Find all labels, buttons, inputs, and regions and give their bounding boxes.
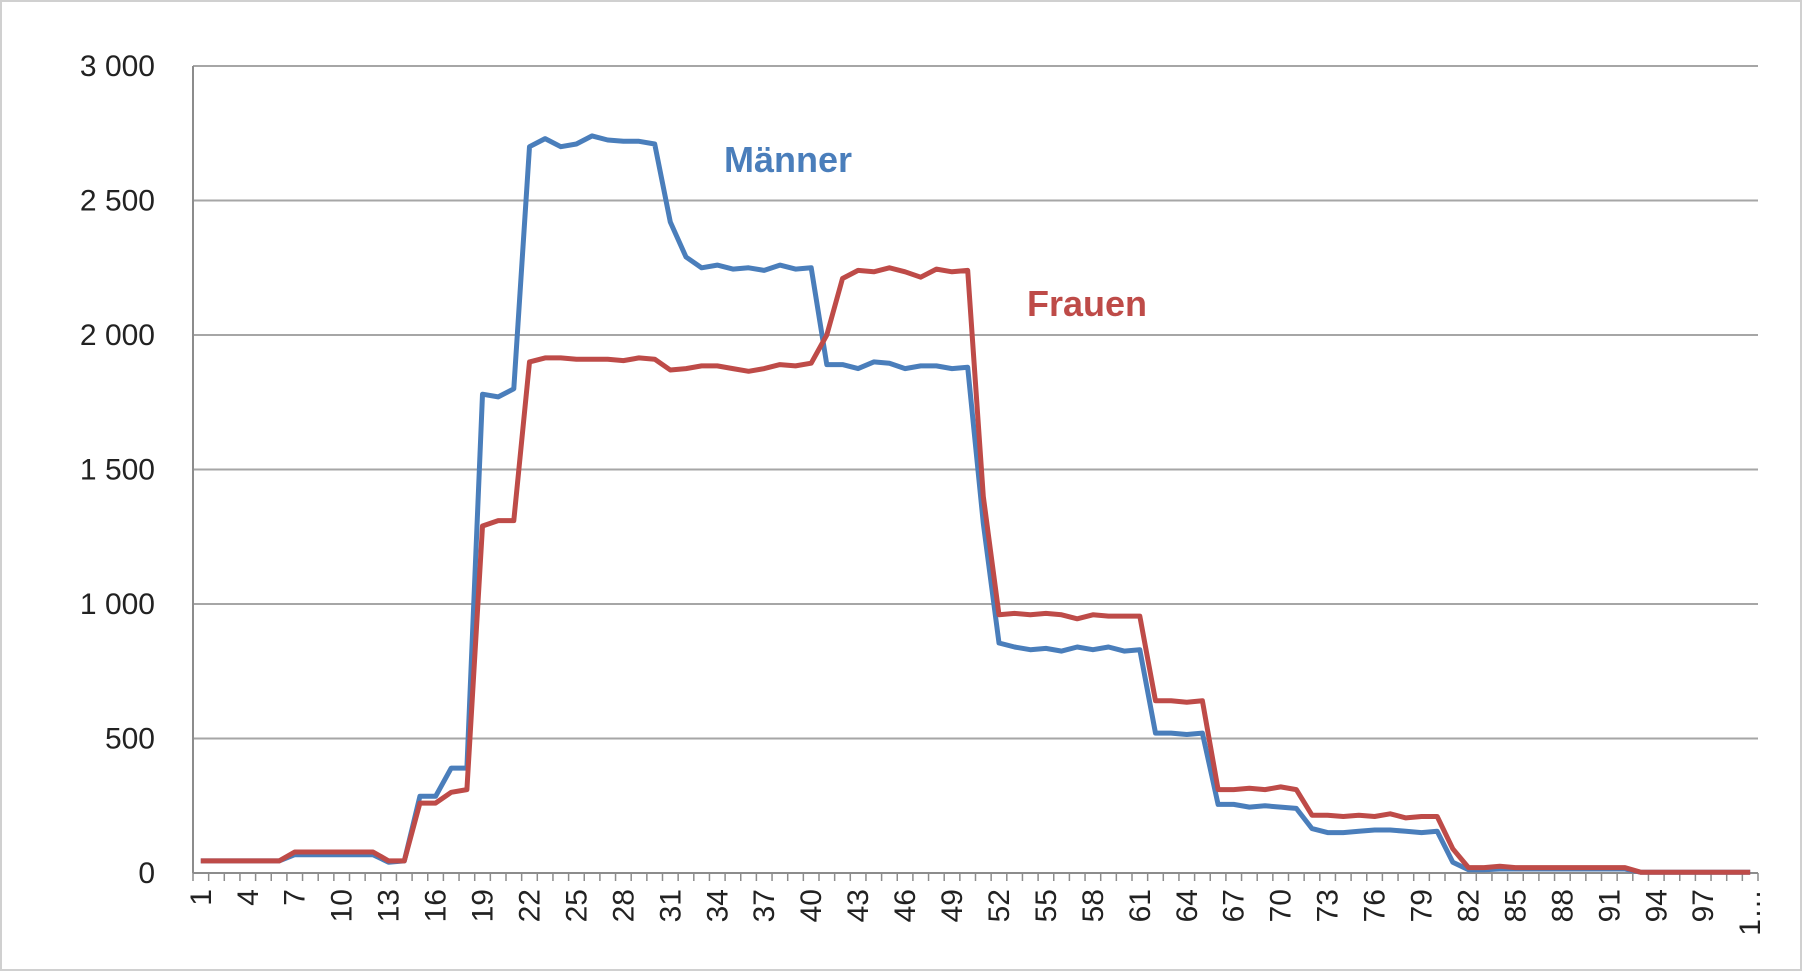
x-tick-label: 85 <box>1499 889 1532 922</box>
x-tick-label: 19 <box>467 889 500 922</box>
x-tick-label: 94 <box>1640 889 1673 922</box>
x-tick-label: 82 <box>1452 889 1485 922</box>
x-tick-label: 4 <box>232 889 265 906</box>
y-tick-label: 500 <box>105 723 155 756</box>
y-tick-label: 3 000 <box>80 50 155 83</box>
x-tick-label: 88 <box>1546 889 1579 922</box>
x-tick-label: 16 <box>420 889 453 922</box>
x-tick-label: 97 <box>1687 889 1720 922</box>
x-tick-label: 79 <box>1406 889 1439 922</box>
x-tick-label: 22 <box>513 889 546 922</box>
x-tick-label: 31 <box>654 889 687 922</box>
y-tick-label: 2 000 <box>80 319 155 352</box>
x-tick-label: 40 <box>795 889 828 922</box>
x-tick-label: 13 <box>373 889 406 922</box>
y-tick-label: 1 500 <box>80 454 155 487</box>
y-tick-label: 2 500 <box>80 185 155 218</box>
x-tick-label: 10 <box>326 889 359 922</box>
x-tick-label: 49 <box>936 889 969 922</box>
x-tick-label: 70 <box>1265 889 1298 922</box>
x-tick-label: 58 <box>1077 889 1110 922</box>
x-tick-label: 76 <box>1359 889 1392 922</box>
series-label: Frauen <box>1027 283 1147 324</box>
series-line <box>200 265 1751 875</box>
series-label: Männer <box>724 139 852 180</box>
x-tick-label: 46 <box>889 889 922 922</box>
y-tick-label: 0 <box>138 857 155 890</box>
x-tick-label: 67 <box>1218 889 1251 922</box>
x-tick-label: 34 <box>701 889 734 922</box>
x-tick-label: 73 <box>1312 889 1345 922</box>
x-tick-label: 52 <box>983 889 1016 922</box>
x-tick-label: 1… <box>1734 889 1767 936</box>
x-tick-label: 61 <box>1124 889 1157 922</box>
x-tick-label: 28 <box>607 889 640 922</box>
x-tick-label: 25 <box>560 889 593 922</box>
y-tick-label: 1 000 <box>80 588 155 621</box>
x-tick-label: 55 <box>1030 889 1063 922</box>
x-tick-label: 7 <box>279 889 312 906</box>
x-tick-label: 37 <box>748 889 781 922</box>
x-tick-label: 43 <box>842 889 875 922</box>
x-tick-label: 91 <box>1593 889 1626 922</box>
x-tick-label: 64 <box>1171 889 1204 922</box>
x-tick-label: 1 <box>185 889 218 906</box>
